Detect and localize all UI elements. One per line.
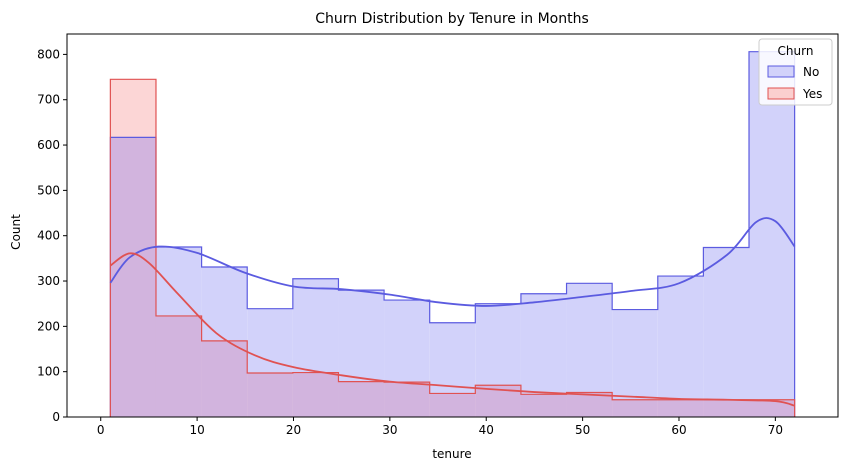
- legend[interactable]: Churn No Yes: [758, 38, 833, 106]
- x-axis-label: tenure: [432, 447, 471, 461]
- kde-line-no: [109, 217, 796, 307]
- x-tick-label: 70: [768, 423, 783, 437]
- y-tick-label: 500: [37, 183, 60, 197]
- bar-no-14: [749, 51, 795, 418]
- y-tick-label: 700: [37, 93, 60, 107]
- overlap-bar-11: [612, 399, 658, 417]
- overlap-bar-1: [155, 315, 202, 417]
- bar-overlap: [110, 137, 795, 417]
- y-tick-label: 400: [37, 229, 60, 243]
- overlap-bar-7: [429, 393, 476, 417]
- legend-title: Churn: [778, 44, 814, 58]
- x-tick-label: 0: [97, 423, 105, 437]
- overlap-bar-2: [201, 340, 248, 417]
- legend-label-no: No: [803, 65, 819, 79]
- legend-swatch-no[interactable]: [767, 65, 795, 78]
- overlap-bar-13: [703, 399, 750, 417]
- y-tick-label: 100: [37, 365, 60, 379]
- y-tick-label: 300: [37, 274, 60, 288]
- legend-swatch-yes[interactable]: [767, 87, 795, 100]
- x-tick-label: 60: [671, 423, 686, 437]
- overlap-bar-4: [292, 372, 339, 417]
- overlap-bar-0: [110, 137, 156, 417]
- y-axis-label: Count: [9, 214, 23, 250]
- y-tick-label: 800: [37, 47, 60, 61]
- bar-no-11: [612, 309, 658, 417]
- x-tick-label: 20: [286, 423, 301, 437]
- bar-no-13: [703, 247, 750, 417]
- overlap-bar-5: [338, 381, 385, 417]
- overlap-bar-12: [657, 399, 704, 417]
- y-tick-label: 0: [52, 410, 60, 424]
- overlap-bar-14: [749, 399, 795, 417]
- y-tick-label: 200: [37, 319, 60, 333]
- kde-line-yes: [109, 252, 795, 407]
- overlap-bar-9: [520, 394, 567, 417]
- y-tick-label: 600: [37, 138, 60, 152]
- overlap-bar-6: [384, 382, 430, 417]
- bar-no-12: [657, 276, 704, 417]
- kde-curves: [109, 217, 796, 407]
- overlap-bar-3: [247, 373, 293, 417]
- x-tick-label: 50: [575, 423, 590, 437]
- axes-frame: [66, 33, 839, 418]
- outline-yes: [109, 78, 796, 417]
- x-tick-label: 10: [189, 423, 204, 437]
- x-tick-label: 30: [382, 423, 397, 437]
- overlap-bar-10: [566, 392, 613, 417]
- x-tick-label: 40: [479, 423, 494, 437]
- chart-title: Churn Distribution by Tenure in Months: [315, 11, 589, 27]
- legend-label-yes: Yes: [802, 87, 822, 101]
